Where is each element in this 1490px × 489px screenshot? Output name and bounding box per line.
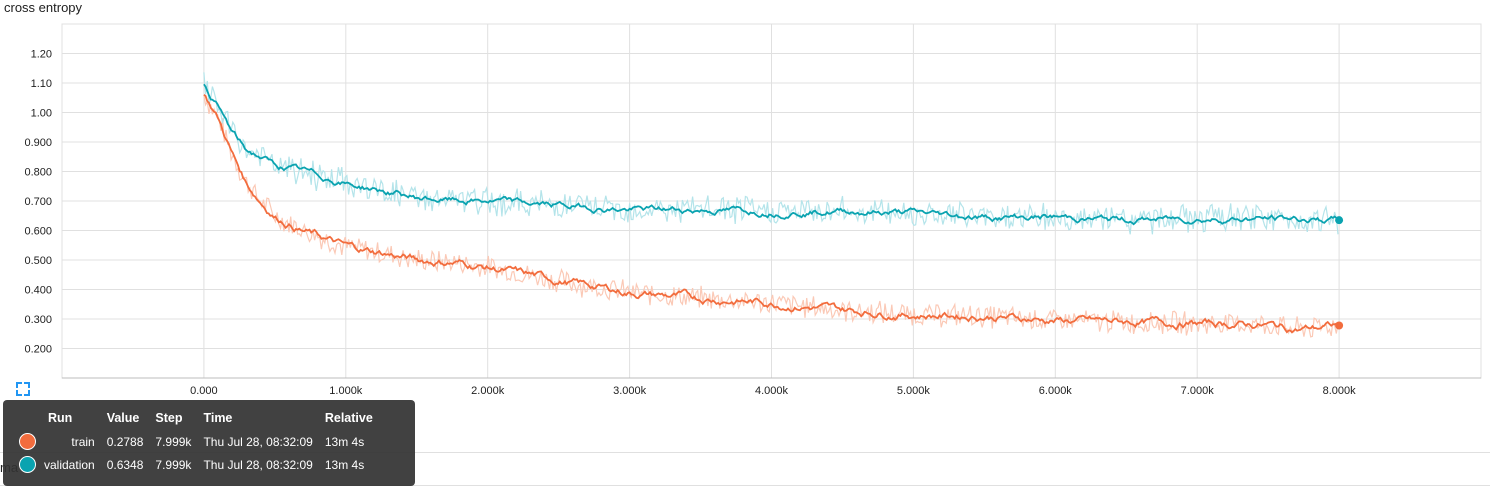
col-run: Run (48, 411, 73, 425)
y-tick-label: 1.00 (31, 108, 52, 120)
divider (0, 485, 1490, 486)
col-step: Step (155, 411, 183, 425)
y-tick-label: 0.400 (24, 285, 52, 297)
y-tick-label: 1.10 (31, 78, 52, 90)
tooltip-table: Run Value Step Time Relative train 0.278… (13, 408, 379, 476)
run-name: validation (44, 457, 95, 472)
chart-title: cross entropy (4, 0, 83, 15)
col-time: Time (203, 411, 233, 425)
x-tick-label: 8.000k (1323, 385, 1357, 397)
fit-domain-icon[interactable] (16, 382, 30, 396)
x-tick-label: 4.000k (755, 385, 789, 397)
y-tick-label: 0.800 (24, 167, 52, 179)
raw-series (203, 72, 1339, 338)
run-time: Thu Jul 28, 08:32:09 (203, 434, 313, 449)
tooltip-row-train: train 0.2788 7.999k Thu Jul 28, 08:32:09… (13, 430, 379, 453)
x-tick-label: 1.000k (329, 385, 363, 397)
train-color-dot (19, 433, 36, 450)
y-tick-label: 0.900 (24, 137, 52, 149)
line-chart: 0.200 0.300 0.400 0.500 0.600 0.700 0.800 0.900… (24, 23, 1482, 397)
validation-end-point (1335, 216, 1344, 225)
run-step: 7.999k (155, 434, 192, 449)
y-tick-label: 1.20 (31, 49, 52, 61)
grid (61, 23, 1482, 379)
run-value: 0.6348 (106, 457, 144, 472)
smoothed-series (203, 83, 1344, 334)
axes: 0.200 0.300 0.400 0.500 0.600 0.700 0.800 0.900… (24, 49, 1481, 397)
y-tick-label: 0.300 (24, 314, 52, 326)
run-relative: 13m 4s (324, 457, 365, 472)
col-value: Value (106, 411, 140, 425)
tooltip-row-validation: validation 0.6348 7.999k Thu Jul 28, 08:… (13, 453, 379, 476)
x-tick-label: 0.000 (190, 385, 218, 397)
run-name: train (71, 434, 95, 449)
x-tick-label: 2.000k (471, 385, 505, 397)
run-value: 0.2788 (106, 434, 144, 449)
train-end-point (1335, 321, 1344, 330)
validation-line (203, 83, 1339, 226)
run-time: Thu Jul 28, 08:32:09 (203, 457, 313, 472)
col-relative: Relative (324, 411, 373, 425)
y-tick-label: 0.600 (24, 226, 52, 238)
x-tick-label: 6.000k (1039, 385, 1073, 397)
train-line (203, 93, 1339, 334)
x-tick-label: 7.000k (1181, 385, 1215, 397)
y-tick-label: 0.700 (24, 196, 52, 208)
x-tick-label: 5.000k (897, 385, 931, 397)
x-tick-label: 3.000k (613, 385, 647, 397)
validation-raw-line (203, 72, 1339, 235)
run-relative: 13m 4s (324, 434, 365, 449)
run-step: 7.999k (155, 457, 192, 472)
validation-color-dot (19, 456, 36, 473)
y-tick-label: 0.200 (24, 344, 52, 356)
divider (0, 452, 1490, 453)
train-raw-line (203, 94, 1339, 338)
chart-tooltip: Run Value Step Time Relative train 0.278… (3, 400, 415, 486)
y-tick-label: 0.500 (24, 255, 52, 267)
